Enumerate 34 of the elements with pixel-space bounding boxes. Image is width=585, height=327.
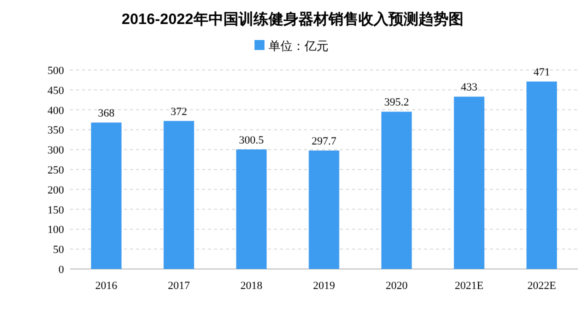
y-tick-label: 200 [48,184,64,196]
chart-title: 2016-2022年中国训练健身器材销售收入预测趋势图 [122,11,464,28]
bar [454,96,484,269]
bar [381,112,412,269]
data-label: 372 [170,106,188,118]
bar [164,120,194,269]
x-tick-label: 2020 [386,280,408,292]
y-tick-label: 400 [48,104,64,117]
data-label: 471 [533,66,550,79]
legend-label: 单位：亿元 [268,39,328,53]
bar [308,150,340,269]
y-tick-label: 50 [53,244,64,256]
data-label: 395.2 [384,96,409,109]
bar [236,149,267,269]
x-tick-label: 2022E [527,280,556,292]
y-tick-label: 450 [48,84,64,97]
data-label: 433 [460,82,478,94]
x-tick-label: 2019 [313,280,336,292]
data-label: 297.7 [312,136,337,148]
data-label: 300.5 [239,134,264,146]
y-tick-label: 100 [48,224,64,236]
y-tick-label: 350 [48,124,64,137]
x-tick-label: 2017 [168,280,190,292]
data-label: 368 [98,108,116,120]
y-tick-label: 150 [48,204,64,216]
bar [526,82,557,269]
bar [91,122,122,269]
x-tick-label: 2018 [240,280,263,292]
y-tick-label: 500 [48,65,64,77]
y-tick-label: 300 [48,144,64,157]
x-tick-label: 2016 [95,280,118,292]
x-tick-label: 2021E [454,280,484,292]
y-tick-label: 0 [58,264,64,276]
y-tick-label: 250 [48,164,64,176]
